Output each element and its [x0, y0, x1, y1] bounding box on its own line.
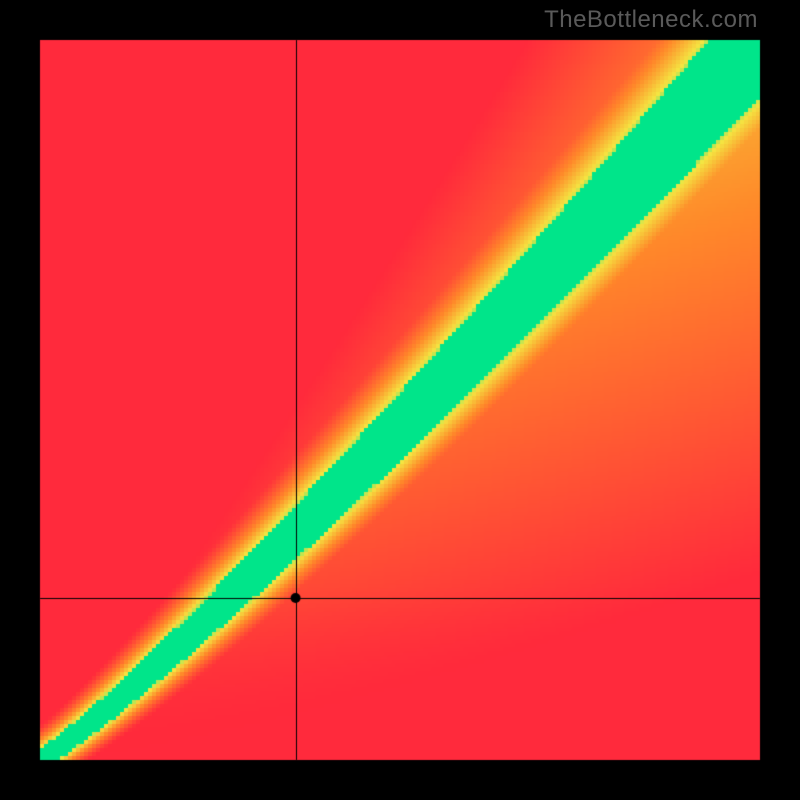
watermark-text: TheBottleneck.com	[544, 6, 758, 34]
crosshair-overlay	[0, 0, 800, 800]
chart-container: { "watermark": { "text": "TheBottleneck.…	[0, 0, 800, 800]
